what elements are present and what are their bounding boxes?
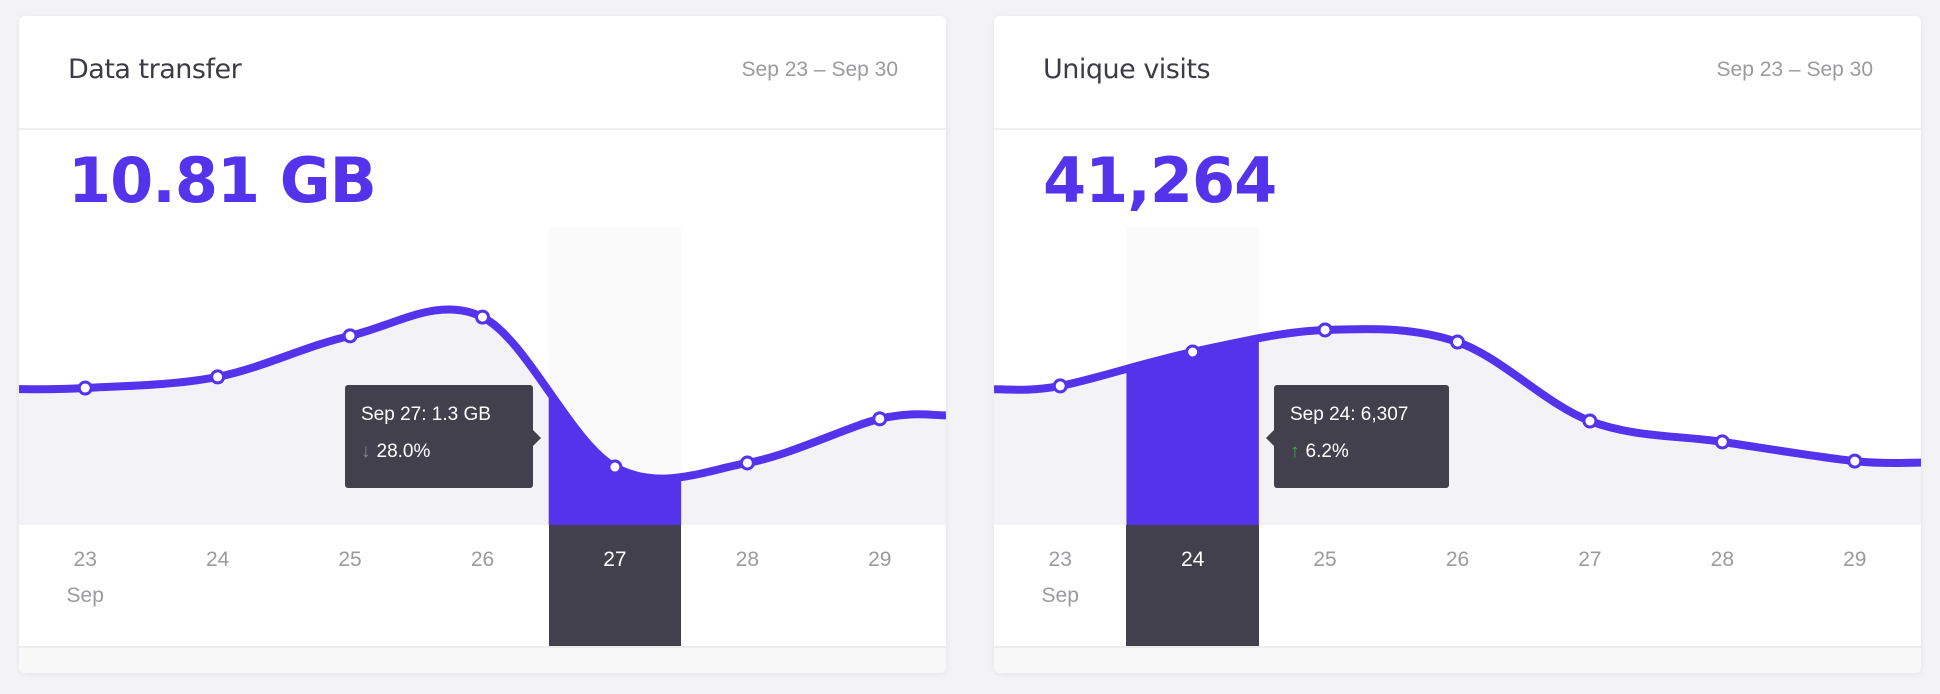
data-point-23[interactable] xyxy=(1052,378,1068,394)
card-title: Unique visits xyxy=(1043,54,1211,85)
x-axis: 23 Sep 24 25 26 27 28 29 xyxy=(994,525,1921,646)
tooltip-pointer xyxy=(533,430,541,446)
x-tick-24[interactable]: 24 xyxy=(151,525,283,646)
card-title: Data transfer xyxy=(68,54,242,85)
data-point-28[interactable] xyxy=(1714,434,1730,450)
x-tick-25[interactable]: 25 xyxy=(1259,525,1391,646)
tick-label: 24 xyxy=(1180,548,1205,571)
data-point-29[interactable] xyxy=(1847,453,1863,469)
tooltip-label: Sep 27: 1.3 GB xyxy=(361,404,491,425)
tick-label: 27 xyxy=(1578,548,1602,571)
card-footer xyxy=(19,646,946,673)
x-tick-23[interactable]: 23 Sep xyxy=(994,525,1126,646)
data-point-26[interactable] xyxy=(475,309,490,325)
date-range[interactable]: Sep 23 – Sep 30 xyxy=(741,58,898,81)
x-tick-23[interactable]: 23 Sep xyxy=(19,525,151,646)
data-transfer-card: Data transfer Sep 23 – Sep 30 10.81 GB 2… xyxy=(19,16,946,673)
arrow-down-icon: ↓ xyxy=(361,441,371,462)
tick-label: 27 xyxy=(603,548,627,571)
x-tick-25[interactable]: 25 xyxy=(284,525,416,646)
x-tick-27[interactable]: 27 xyxy=(548,525,682,646)
data-point-27[interactable] xyxy=(607,459,623,475)
tick-label: 24 xyxy=(205,548,230,571)
selected-area-fill xyxy=(1126,338,1259,525)
tick-label: 28 xyxy=(735,548,760,571)
tooltip: Sep 27: 1.3 GB ↓ 28.0% xyxy=(345,385,541,488)
card-footer xyxy=(994,646,1921,673)
tick-label: 25 xyxy=(338,548,362,571)
data-point-28[interactable] xyxy=(739,455,755,471)
month-label: Sep xyxy=(1041,584,1079,607)
data-point-27[interactable] xyxy=(1582,413,1598,429)
data-point-24[interactable] xyxy=(210,369,226,385)
data-point-25[interactable] xyxy=(1317,322,1333,338)
tooltip: Sep 24: 6,307 ↑ 6.2% xyxy=(1266,385,1449,488)
x-tick-24[interactable]: 24 xyxy=(1126,525,1259,646)
x-tick-28[interactable]: 28 xyxy=(1656,525,1788,646)
total-value: 41,264 xyxy=(1043,144,1277,217)
tooltip-pointer xyxy=(1266,430,1274,446)
data-point-25[interactable] xyxy=(342,328,358,344)
card-header: Unique visits Sep 23 – Sep 30 xyxy=(994,16,1921,130)
data-point-29[interactable] xyxy=(872,411,888,427)
data-point-24[interactable] xyxy=(1185,344,1201,360)
x-tick-28[interactable]: 28 xyxy=(681,525,813,646)
date-range[interactable]: Sep 23 – Sep 30 xyxy=(1716,58,1873,81)
x-axis: 23 Sep 24 25 26 27 28 29 xyxy=(19,525,946,646)
x-tick-26[interactable]: 26 xyxy=(1391,525,1523,646)
tick-label: 29 xyxy=(1843,548,1867,571)
x-tick-27[interactable]: 27 xyxy=(1524,525,1656,646)
data-point-23[interactable] xyxy=(77,380,93,396)
card-header: Data transfer Sep 23 – Sep 30 xyxy=(19,16,946,130)
tick-label: 28 xyxy=(1710,548,1735,571)
tick-label: 23 xyxy=(73,548,97,571)
x-tick-29[interactable]: 29 xyxy=(814,525,946,646)
tick-label: 29 xyxy=(868,548,892,571)
selected-area-fill xyxy=(548,391,682,525)
area-chart[interactable] xyxy=(994,227,1921,525)
tick-label: 25 xyxy=(1313,548,1337,571)
month-label: Sep xyxy=(66,584,104,607)
total-value: 10.81 GB xyxy=(68,144,377,217)
tick-label: 26 xyxy=(1445,548,1470,571)
unique-visits-card: Unique visits Sep 23 – Sep 30 41,264 23 S… xyxy=(994,16,1921,673)
tick-label: 23 xyxy=(1048,548,1072,571)
tooltip-change: 28.0% xyxy=(376,441,431,462)
tick-label: 26 xyxy=(470,548,495,571)
x-tick-26[interactable]: 26 xyxy=(416,525,548,646)
x-tick-29[interactable]: 29 xyxy=(1789,525,1921,646)
tooltip-label: Sep 24: 6,307 xyxy=(1290,404,1409,425)
data-point-26[interactable] xyxy=(1450,334,1465,350)
arrow-up-icon: ↑ xyxy=(1290,441,1300,462)
tooltip-change: 6.2% xyxy=(1305,441,1349,462)
